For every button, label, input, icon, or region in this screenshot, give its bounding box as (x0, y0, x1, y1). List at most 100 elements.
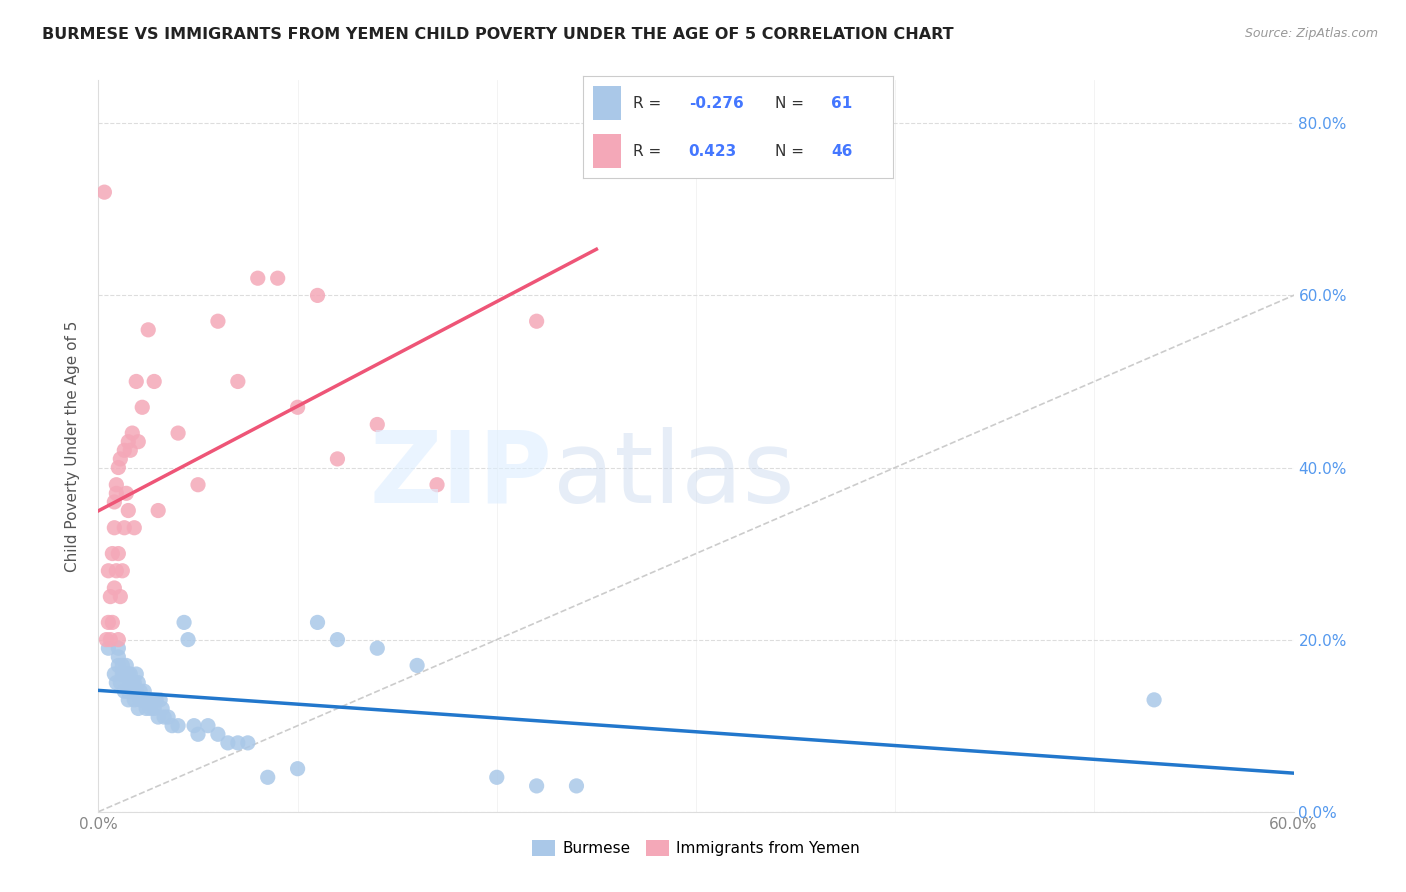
Point (217, 736, 239, 750)
Point (101, 547, 124, 561)
Point (121, 426, 143, 441)
Point (141, 693, 163, 707)
Point (125, 684, 148, 698)
Y-axis label: Child Poverty Under the Age of 5: Child Poverty Under the Age of 5 (65, 320, 80, 572)
Point (125, 375, 148, 389)
Point (526, 314, 548, 328)
Point (143, 701, 166, 715)
Point (207, 727, 229, 741)
Point (366, 417, 388, 432)
Text: atlas: atlas (553, 426, 794, 524)
Text: 61: 61 (831, 95, 852, 111)
Point (117, 503, 139, 517)
Point (127, 434, 149, 449)
Point (103, 581, 125, 595)
Point (121, 684, 143, 698)
Point (150, 701, 173, 715)
Point (287, 762, 309, 776)
Point (103, 667, 125, 681)
Point (107, 632, 129, 647)
Point (111, 564, 134, 578)
Point (160, 719, 183, 733)
Point (127, 701, 149, 715)
Point (111, 658, 134, 673)
Point (226, 375, 249, 389)
Text: N =: N = (775, 95, 808, 111)
Point (112, 667, 135, 681)
Point (124, 675, 146, 690)
Point (326, 632, 349, 647)
Text: -0.276: -0.276 (689, 95, 744, 111)
Point (426, 477, 449, 491)
Point (139, 701, 162, 715)
Text: N =: N = (775, 144, 808, 159)
Point (246, 271, 269, 285)
Point (117, 434, 139, 449)
Point (129, 684, 152, 698)
Point (226, 736, 249, 750)
Point (98, 632, 122, 647)
Point (111, 667, 134, 681)
Point (97, 564, 120, 578)
Point (105, 564, 128, 578)
Point (103, 495, 125, 509)
Point (177, 632, 200, 647)
Point (120, 667, 142, 681)
Point (134, 684, 156, 698)
Text: ZIP: ZIP (370, 426, 553, 524)
Point (135, 701, 157, 715)
Point (1143, 693, 1166, 707)
Point (97, 641, 120, 656)
Point (148, 503, 170, 517)
Text: Source: ZipAtlas.com: Source: ZipAtlas.com (1244, 27, 1378, 40)
Text: R =: R = (633, 95, 666, 111)
Point (112, 443, 135, 458)
Point (307, 615, 329, 630)
Point (565, 779, 588, 793)
Point (107, 547, 129, 561)
Point (485, 770, 508, 784)
Point (124, 521, 146, 535)
Point (105, 477, 128, 491)
Point (149, 693, 172, 707)
Point (110, 675, 132, 690)
Point (167, 426, 190, 441)
Point (101, 615, 124, 630)
Point (117, 693, 139, 707)
Point (129, 693, 152, 707)
Point (125, 667, 148, 681)
Point (256, 770, 278, 784)
Point (117, 684, 139, 698)
Point (107, 658, 129, 673)
Point (131, 401, 153, 415)
Point (173, 615, 195, 630)
Point (187, 727, 209, 741)
Point (187, 477, 209, 491)
Point (207, 314, 229, 328)
Point (105, 675, 128, 690)
Text: BURMESE VS IMMIGRANTS FROM YEMEN CHILD POVERTY UNDER THE AGE OF 5 CORRELATION CH: BURMESE VS IMMIGRANTS FROM YEMEN CHILD P… (42, 27, 953, 42)
Point (526, 779, 548, 793)
Point (105, 486, 128, 500)
Point (103, 521, 125, 535)
Point (267, 271, 290, 285)
Point (120, 443, 142, 458)
Point (307, 288, 329, 302)
Point (121, 675, 143, 690)
Point (117, 667, 139, 681)
Text: 46: 46 (831, 144, 852, 159)
Point (110, 451, 132, 466)
Point (96, 632, 118, 647)
Point (136, 693, 159, 707)
Point (115, 486, 138, 500)
Point (115, 658, 138, 673)
Legend: Burmese, Immigrants from Yemen: Burmese, Immigrants from Yemen (526, 834, 866, 863)
Point (287, 401, 309, 415)
Point (326, 451, 349, 466)
Point (110, 590, 132, 604)
Bar (593, 87, 620, 120)
Point (148, 710, 170, 724)
Bar (593, 135, 620, 168)
Point (124, 693, 146, 707)
Point (183, 719, 205, 733)
